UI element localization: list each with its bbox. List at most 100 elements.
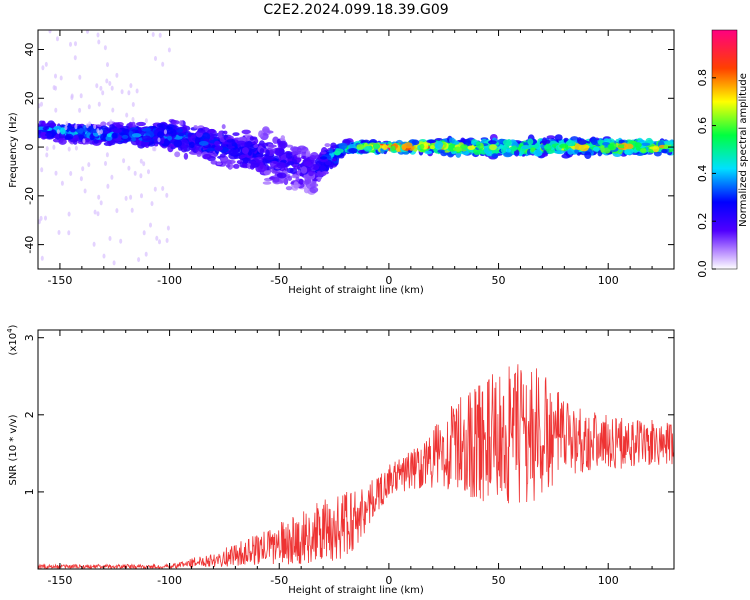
- heatmap-cell: [160, 136, 165, 144]
- heatmap-cell: [312, 166, 319, 170]
- heatmap-cell: [174, 151, 181, 158]
- heatmap-cell: [140, 193, 143, 199]
- heatmap-cell: [259, 148, 265, 154]
- heatmap-cell: [196, 151, 202, 157]
- heatmap-cell: [57, 230, 61, 235]
- heatmap-cell: [48, 30, 52, 34]
- heatmap-cell: [153, 186, 157, 192]
- heatmap-cell: [65, 121, 69, 127]
- heatmap-cell: [276, 138, 281, 145]
- heatmap-cell: [82, 138, 86, 144]
- heatmap-cell: [92, 241, 96, 247]
- heatmap-cell: [60, 180, 64, 186]
- heatmap-cell: [250, 163, 255, 170]
- y-tick-label: 3: [23, 334, 36, 341]
- heatmap-cell: [574, 149, 579, 154]
- heatmap-cell: [97, 39, 101, 45]
- heatmap-cell: [127, 165, 131, 171]
- heatmap-cell: [460, 144, 468, 149]
- heatmap-cell: [208, 129, 216, 134]
- heatmap-cell: [115, 208, 119, 214]
- y-tick-label: -20: [23, 187, 36, 205]
- heatmap-cell: [455, 146, 461, 153]
- heatmap-cell: [166, 225, 170, 231]
- heatmap-cell: [372, 143, 381, 150]
- heatmap-cell: [99, 200, 103, 206]
- heatmap-cell: [44, 215, 47, 221]
- heatmap-cell: [65, 133, 74, 140]
- heatmap-cell: [467, 145, 476, 151]
- heatmap-cell: [44, 133, 53, 137]
- heatmap-cell: [663, 140, 674, 146]
- heatmap-cell: [649, 146, 658, 150]
- heatmap-cell: [272, 176, 280, 183]
- heatmap-cell: [139, 158, 143, 164]
- heatmap-cell: [242, 159, 249, 164]
- heatmap-cell: [180, 145, 188, 153]
- heatmap-cell: [510, 145, 518, 152]
- heatmap-cell: [423, 143, 429, 149]
- heatmap-cell: [73, 139, 78, 145]
- heatmap-cell: [449, 137, 455, 144]
- heatmap-cell: [125, 112, 129, 118]
- heatmap-cell: [424, 150, 433, 155]
- snr-series-line: [38, 364, 674, 569]
- heatmap-cell: [154, 56, 157, 61]
- heatmap-cell: [265, 149, 270, 157]
- heatmap-cell: [434, 140, 444, 149]
- heatmap-cell: [100, 121, 107, 127]
- heatmap-cell: [142, 230, 146, 236]
- spectrogram-x-axis-label: Height of straight line (km): [288, 285, 424, 296]
- heatmap-cell: [38, 129, 41, 134]
- heatmap-cell: [258, 130, 264, 138]
- heatmap-cell: [93, 209, 97, 215]
- heatmap-cell: [663, 144, 669, 149]
- heatmap-cell: [426, 139, 437, 144]
- x-tick-label: -100: [157, 274, 182, 287]
- heatmap-cell: [131, 102, 135, 107]
- heatmap-cell: [103, 129, 108, 135]
- heatmap-cell: [188, 141, 195, 148]
- heatmap-cell: [253, 144, 258, 148]
- heatmap-cell: [79, 176, 83, 182]
- heatmap-cell: [214, 140, 221, 146]
- heatmap-cell: [411, 139, 420, 146]
- heatmap-cell: [603, 147, 611, 154]
- heatmap-cell: [110, 174, 114, 180]
- heatmap-cell: [238, 136, 247, 142]
- heatmap-cell: [70, 93, 74, 99]
- heatmap-cell: [554, 134, 563, 141]
- heatmap-cell: [141, 135, 152, 141]
- heatmap-cell: [527, 138, 534, 145]
- colorbar-tick-label: 0.4: [696, 165, 709, 183]
- heatmap-cell: [298, 178, 304, 185]
- heatmap-cell: [225, 164, 231, 168]
- heatmap-cell: [40, 131, 48, 140]
- heatmap-cell: [233, 163, 240, 169]
- heatmap-cell: [263, 170, 271, 176]
- heatmap-cell: [165, 192, 169, 198]
- heatmap-cell: [309, 155, 317, 161]
- heatmap-cell: [303, 161, 312, 167]
- heatmap-cell: [44, 61, 48, 67]
- heatmap-cell: [356, 144, 365, 150]
- heatmap-cell: [87, 162, 91, 168]
- heatmap-cell: [49, 122, 57, 127]
- heatmap-cell: [607, 143, 615, 150]
- heatmap-cell: [319, 156, 328, 160]
- spectrogram-y-axis-label: Frequency (Hz): [8, 112, 19, 188]
- x-tick-label: 100: [598, 274, 619, 287]
- x-tick-label: -150: [47, 274, 72, 287]
- heatmap-cell: [142, 127, 152, 132]
- colorbar-ticks: 0.0 0.2 0.4 0.6 0.8: [696, 69, 716, 278]
- snr-panel: -150 -100 -50 0 50 100 1 2 3 Height of straight …: [6, 324, 675, 596]
- heatmap-cell: [85, 123, 89, 129]
- heatmap-cell: [403, 142, 413, 149]
- heatmap-cell: [277, 177, 286, 183]
- x-tick-label: 100: [598, 574, 619, 587]
- heatmap-cell: [320, 151, 327, 155]
- colorbar-gradient: [711, 29, 738, 270]
- heatmap-cell: [171, 120, 180, 125]
- spectrogram-frame: [37, 29, 675, 270]
